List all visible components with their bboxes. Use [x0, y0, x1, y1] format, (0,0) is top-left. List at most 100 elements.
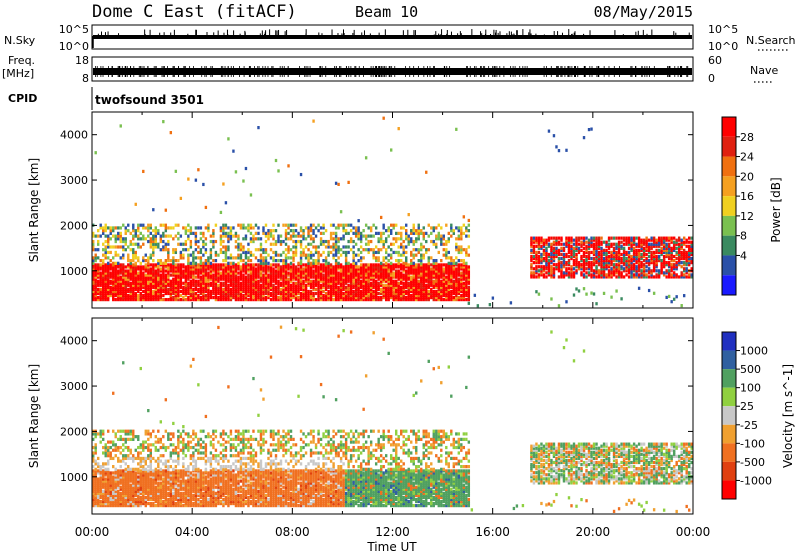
echo-cell	[162, 271, 165, 275]
echo-cell	[247, 250, 250, 255]
echo-cell	[92, 298, 95, 302]
echo-cell	[292, 287, 295, 292]
echo-cell	[377, 231, 380, 235]
echo-cell	[540, 271, 543, 275]
echo-cell	[174, 263, 178, 267]
echo-cell	[367, 275, 370, 279]
echo-cell	[337, 293, 340, 298]
echo-cell	[144, 298, 147, 302]
echo-cell	[212, 273, 215, 277]
echo-cell	[189, 298, 193, 302]
echo-cell	[410, 259, 413, 263]
echo-cell	[212, 269, 215, 273]
echo-cell	[194, 261, 198, 265]
echo-cell	[630, 248, 633, 252]
echo-cell	[407, 283, 410, 287]
nave-bottom-tick: 0	[708, 72, 715, 85]
echo-cell	[179, 267, 183, 271]
echo-cell	[149, 293, 152, 298]
echo-cell	[92, 291, 95, 296]
echo-cell	[137, 259, 140, 263]
echo-cell	[244, 298, 248, 302]
echo-cell	[557, 250, 561, 255]
echo-cell	[400, 279, 403, 283]
echo-cell	[267, 293, 270, 298]
echo-cell	[555, 242, 558, 246]
echo-cell	[327, 295, 330, 300]
echo-cell	[617, 252, 621, 257]
echo-cell	[422, 273, 425, 277]
echo-cell	[177, 287, 180, 292]
echo-cell	[462, 281, 466, 285]
echo-cell	[680, 252, 683, 257]
echo-cell	[600, 256, 603, 261]
echo-cell	[685, 256, 688, 261]
echo-cell	[269, 231, 273, 235]
echo-cell	[405, 295, 408, 300]
echo-cell	[642, 273, 646, 277]
echo-cell	[234, 289, 238, 294]
echo-cell	[657, 273, 661, 277]
echo-cell	[194, 295, 198, 300]
echo-cell	[334, 269, 338, 273]
echo-cell	[149, 263, 152, 267]
echo-cell	[162, 120, 165, 124]
echo-cell	[359, 263, 363, 267]
echo-cell	[232, 149, 235, 153]
echo-cell	[600, 273, 603, 277]
echo-cell	[329, 291, 333, 296]
echo-cell	[450, 298, 453, 302]
echo-cell	[169, 281, 173, 285]
echo-cell	[277, 234, 280, 238]
echo-cell	[364, 242, 368, 246]
echo-cell	[347, 265, 350, 269]
echo-cell	[575, 265, 578, 269]
echo-cell	[257, 291, 260, 296]
echo-cell	[184, 281, 188, 285]
echo-cell	[675, 242, 678, 246]
echo-cell	[289, 267, 293, 271]
echo-cell	[162, 265, 165, 269]
echo-cell	[352, 273, 355, 277]
echo-cell	[382, 285, 385, 289]
echo-cell	[420, 289, 423, 294]
echo-cell	[214, 285, 218, 289]
echo-cell	[234, 245, 238, 249]
echo-cell	[352, 277, 355, 281]
echo-cell	[670, 254, 673, 259]
echo-cell	[565, 271, 568, 275]
echo-cell	[222, 298, 225, 302]
echo-cell	[675, 275, 678, 279]
echo-cell	[239, 226, 243, 230]
echo-cell	[537, 292, 541, 296]
echo-cell	[222, 265, 225, 269]
echo-cell	[177, 267, 180, 271]
echo-cell	[615, 246, 618, 250]
echo-cell	[177, 279, 180, 283]
echo-cell	[197, 295, 200, 300]
echo-cell	[620, 256, 623, 261]
echo-cell	[334, 259, 338, 263]
echo-cell	[107, 267, 110, 271]
echo-cell	[157, 281, 160, 285]
echo-cell	[132, 287, 135, 292]
echo-cell	[294, 281, 298, 285]
echo-cell	[359, 279, 363, 283]
echo-cell	[104, 298, 107, 302]
echo-cell	[229, 229, 233, 233]
echo-cell	[592, 250, 596, 255]
echo-cell	[259, 245, 263, 249]
echo-cell	[192, 293, 195, 298]
echo-cell	[319, 275, 323, 279]
echo-cell	[462, 215, 466, 219]
echo-cell	[147, 267, 150, 271]
echo-cell	[297, 298, 300, 302]
echo-cell	[169, 283, 173, 287]
echo-cell	[179, 293, 183, 298]
echo-cell	[682, 256, 686, 261]
echo-cell	[384, 279, 388, 283]
echo-cell	[184, 273, 188, 277]
echo-cell	[152, 259, 155, 263]
echo-cell	[262, 275, 265, 279]
echo-cell	[374, 289, 378, 294]
